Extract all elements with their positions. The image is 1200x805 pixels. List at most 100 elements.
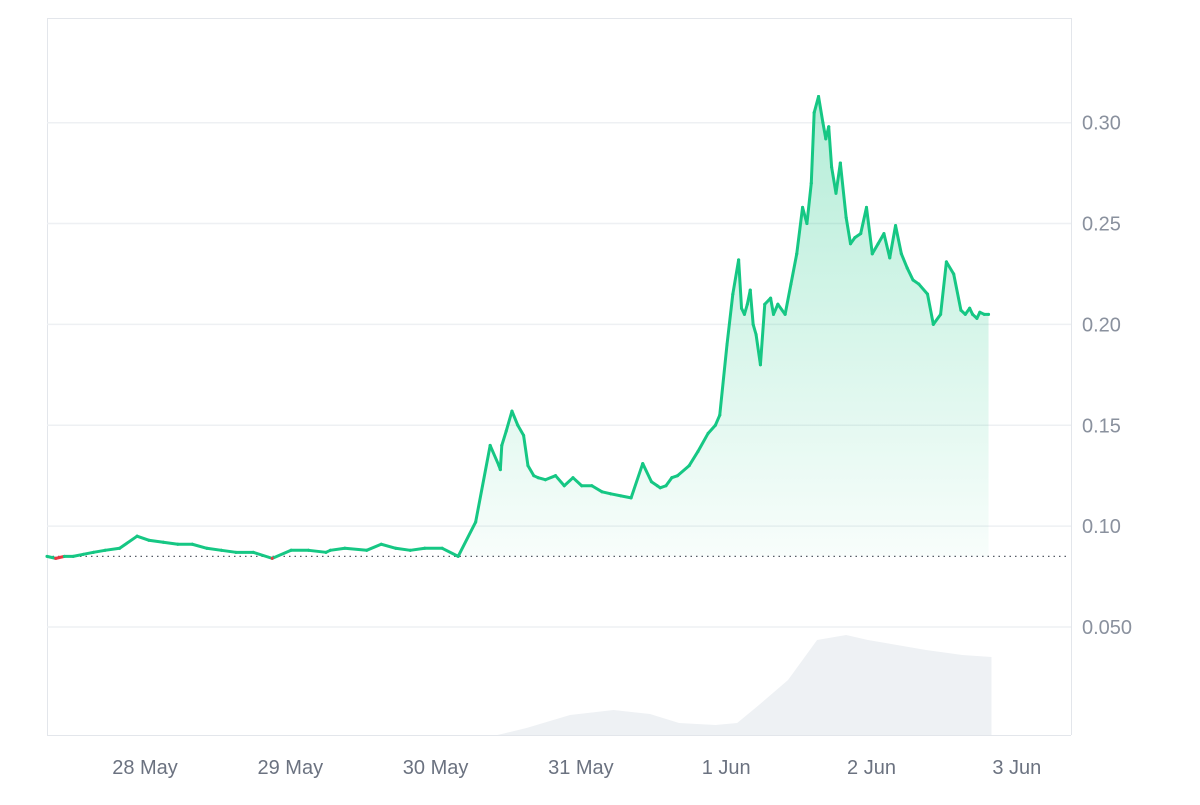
price-point — [959, 308, 963, 312]
price-point — [939, 312, 943, 316]
price-point — [982, 312, 986, 316]
price-point — [522, 433, 526, 437]
price-line-segment — [440, 546, 460, 558]
price-point — [687, 464, 691, 468]
price-line-segment — [526, 464, 536, 478]
price-point — [740, 306, 744, 310]
price-line — [45, 94, 991, 560]
price-line-segment — [870, 242, 880, 256]
price-point — [580, 484, 584, 488]
price-line-segment — [905, 266, 915, 282]
price-point — [324, 550, 328, 554]
price-point — [696, 449, 700, 453]
price-point — [751, 322, 755, 326]
y-tick-label: 0.15 — [1082, 415, 1121, 437]
price-point — [619, 494, 623, 498]
price-line-segment — [135, 534, 151, 542]
price-line-segment — [219, 548, 238, 554]
price-point — [379, 542, 383, 546]
price-line-segment — [899, 252, 909, 270]
x-axis-labels: 28 May 29 May 30 May 31 May 1 Jun 2 Jun 3 Jun — [112, 757, 1041, 779]
price-line-segment — [500, 429, 508, 447]
price-point — [911, 278, 915, 282]
price-point — [769, 296, 773, 300]
price-point — [830, 165, 834, 169]
price-line-segment — [751, 322, 758, 336]
price-point — [536, 476, 540, 480]
price-point — [817, 94, 821, 98]
price-point — [975, 316, 979, 320]
price-point — [543, 478, 547, 482]
price-line-segment — [307, 548, 328, 554]
price-point — [649, 480, 653, 484]
y-tick-label: 0.10 — [1082, 516, 1121, 538]
y-tick-label: 0.30 — [1082, 113, 1121, 135]
price-point — [745, 302, 749, 306]
price-line-segment — [190, 542, 209, 550]
price-point — [498, 468, 502, 472]
price-point — [658, 486, 662, 490]
price-line-segment — [696, 431, 710, 453]
price-line-segment — [554, 474, 566, 488]
price-point — [859, 232, 863, 236]
price-point — [488, 443, 492, 447]
price-line-segment — [737, 258, 744, 310]
price-point — [834, 191, 838, 195]
price-point — [474, 520, 478, 524]
price-line-segment — [379, 542, 398, 550]
price-point — [864, 205, 868, 209]
price-point — [62, 554, 66, 558]
price-area-fill — [458, 96, 989, 557]
price-line-segment — [562, 476, 575, 488]
price-point — [219, 548, 223, 552]
price-line-segment — [931, 312, 943, 326]
price-line-segment — [103, 546, 122, 552]
price-point — [234, 550, 238, 554]
price-point — [853, 236, 857, 240]
price-point — [655, 484, 659, 488]
price-point — [600, 490, 604, 494]
price-point — [888, 256, 892, 260]
price-point — [103, 548, 107, 552]
price-line-segment — [706, 423, 717, 435]
price-point — [748, 288, 752, 292]
price-line-segment — [888, 224, 898, 260]
price-line-segment — [118, 534, 139, 550]
price-line-segment — [844, 215, 853, 246]
price-point — [270, 556, 274, 560]
price-point — [917, 282, 921, 286]
price-point — [190, 542, 194, 546]
price-point — [801, 205, 805, 209]
price-point — [821, 121, 825, 125]
price-point — [718, 413, 722, 417]
price-line-segment — [676, 464, 691, 478]
price-line-segment — [917, 282, 930, 296]
price-line-segment — [783, 282, 793, 316]
price-line-segment — [772, 302, 780, 316]
price-point — [251, 550, 255, 554]
price-point — [987, 312, 991, 316]
price-line-segment — [498, 443, 504, 472]
price-point — [176, 542, 180, 546]
price-point — [824, 137, 828, 141]
price-line-segment — [629, 462, 645, 500]
price-line-segment — [408, 546, 427, 552]
price-point — [809, 181, 813, 185]
price-point — [838, 161, 842, 165]
price-line-segment — [725, 292, 735, 347]
price-point — [497, 464, 501, 468]
price-line-segment — [504, 409, 514, 433]
price-point — [289, 548, 293, 552]
x-tick-label: 3 Jun — [992, 757, 1041, 779]
price-point — [894, 224, 898, 228]
x-tick-label: 28 May — [112, 757, 178, 779]
price-line-segment — [795, 205, 805, 256]
price-point — [805, 222, 809, 226]
price-line-segment — [161, 540, 180, 546]
price-point — [664, 484, 668, 488]
price-line-segment — [543, 474, 558, 482]
price-point — [931, 322, 935, 326]
price-line-segment — [827, 125, 834, 169]
price-point — [532, 474, 536, 478]
